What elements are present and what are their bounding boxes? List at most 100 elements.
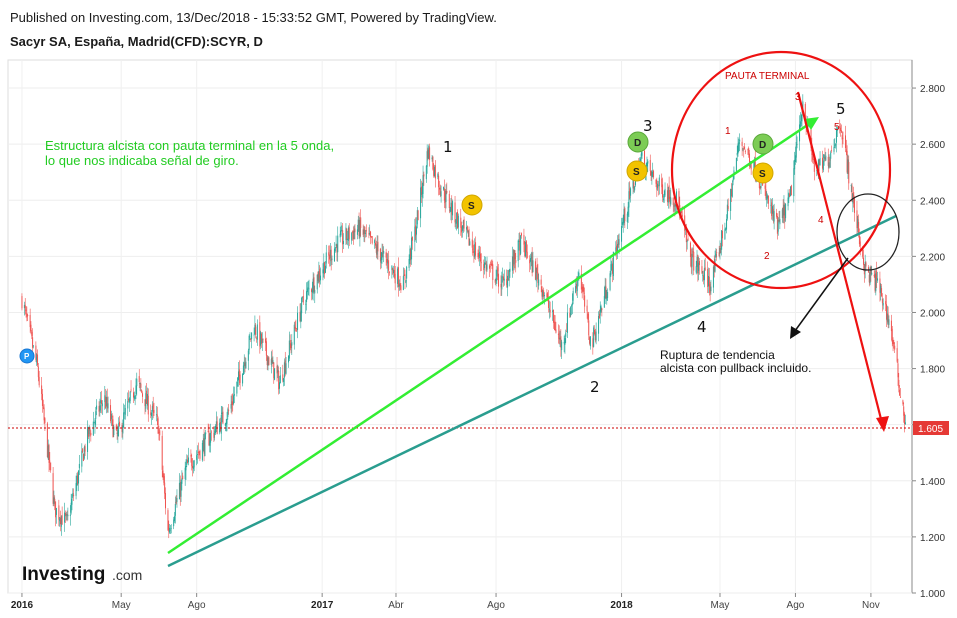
candle-down bbox=[190, 455, 192, 457]
candle-down bbox=[61, 515, 63, 525]
candle-up bbox=[434, 166, 436, 177]
candle-down bbox=[749, 153, 751, 167]
candle-down bbox=[605, 286, 607, 299]
candle-down bbox=[536, 265, 538, 273]
candle-up bbox=[342, 241, 344, 245]
candle-up bbox=[339, 233, 341, 238]
candle-up bbox=[520, 235, 522, 254]
candle-down bbox=[164, 492, 166, 509]
split-badge-3[interactable]: S bbox=[461, 194, 483, 216]
candle-up bbox=[337, 235, 339, 253]
candle-up bbox=[736, 152, 738, 156]
candle-down bbox=[818, 161, 820, 163]
candle-down bbox=[58, 505, 60, 520]
candle-down bbox=[116, 432, 118, 434]
candle-down bbox=[443, 188, 445, 201]
candle-up bbox=[876, 278, 878, 281]
candle-up bbox=[301, 297, 303, 314]
candle-up bbox=[726, 204, 728, 219]
candle-down bbox=[697, 254, 699, 274]
candle-up bbox=[450, 202, 452, 212]
candle-up bbox=[825, 155, 827, 161]
candle-up bbox=[676, 191, 678, 207]
candle-up bbox=[357, 219, 359, 230]
candle-down bbox=[812, 153, 814, 160]
candle-up bbox=[634, 186, 636, 191]
candle-down bbox=[758, 180, 760, 188]
candle-down bbox=[397, 267, 399, 287]
candle-down bbox=[434, 165, 436, 179]
candle-up bbox=[248, 335, 250, 351]
candle-up bbox=[484, 263, 486, 265]
candle-down bbox=[879, 278, 881, 293]
split-badge-2[interactable]: S bbox=[752, 162, 774, 184]
candle-down bbox=[162, 470, 164, 478]
x-tick-label: 2016 bbox=[11, 600, 34, 611]
candle-up bbox=[618, 239, 620, 245]
candle-down bbox=[199, 450, 201, 459]
candle-down bbox=[364, 226, 366, 234]
candle-down bbox=[876, 270, 878, 280]
p-badge-label: P bbox=[24, 352, 30, 361]
dividend-badge-2[interactable]: D bbox=[752, 133, 774, 155]
subwave-2-label: 2 bbox=[764, 251, 770, 262]
dividend-badge-1[interactable]: D bbox=[627, 131, 649, 153]
candle-up bbox=[306, 288, 308, 293]
candle-down bbox=[747, 149, 749, 151]
candle-down bbox=[668, 185, 670, 199]
candle-up bbox=[251, 332, 253, 340]
candle-up bbox=[174, 503, 176, 516]
candle-up bbox=[443, 186, 445, 190]
candle-down bbox=[29, 314, 31, 328]
candle-up bbox=[100, 400, 102, 404]
candle-down bbox=[348, 227, 350, 240]
candle-up bbox=[426, 151, 428, 167]
candle-down bbox=[365, 230, 367, 232]
candle-down bbox=[844, 135, 846, 149]
candle-down bbox=[483, 264, 485, 271]
candle-up bbox=[381, 252, 383, 260]
structure-annotation-line1: Estructura alcista con pauta terminal en… bbox=[45, 138, 334, 153]
candle-down bbox=[885, 301, 887, 305]
candle-up bbox=[117, 429, 119, 437]
candle-down bbox=[701, 266, 703, 274]
split-badge-1[interactable]: S bbox=[626, 160, 648, 182]
candle-down bbox=[708, 276, 710, 287]
candle-up bbox=[184, 467, 186, 480]
candle-down bbox=[121, 425, 123, 432]
candle-down bbox=[210, 431, 212, 433]
candle-up bbox=[835, 130, 837, 143]
teal-trend-line bbox=[167, 214, 897, 568]
candle-up bbox=[253, 334, 255, 336]
dividend-badge-label: D bbox=[634, 138, 641, 149]
candle-up bbox=[376, 244, 378, 255]
candle-down bbox=[30, 324, 32, 331]
candle-up bbox=[64, 512, 66, 523]
candle-up bbox=[886, 313, 888, 322]
candle-up bbox=[771, 206, 773, 214]
candle-down bbox=[330, 249, 332, 262]
candle-down bbox=[77, 474, 79, 484]
candle-down bbox=[744, 150, 746, 152]
candle-down bbox=[898, 379, 900, 388]
green-trend-line bbox=[167, 118, 816, 555]
candle-up bbox=[139, 383, 141, 384]
candle-up bbox=[226, 418, 228, 424]
candle-up bbox=[123, 412, 125, 414]
candle-down bbox=[90, 432, 92, 436]
candle-up bbox=[201, 442, 203, 461]
candle-down bbox=[208, 431, 210, 446]
candle-down bbox=[840, 130, 842, 133]
candle-down bbox=[624, 208, 626, 222]
candle-up bbox=[428, 145, 430, 159]
candle-up bbox=[242, 373, 244, 384]
candle-up bbox=[186, 459, 188, 465]
candle-up bbox=[725, 227, 727, 229]
candle-up bbox=[107, 403, 109, 409]
p-badge[interactable]: P bbox=[19, 348, 35, 364]
candle-up bbox=[707, 276, 709, 287]
structure-annotation-line2: lo que nos indicaba señal de giro. bbox=[45, 153, 239, 168]
candle-down bbox=[678, 191, 680, 208]
candle-up bbox=[552, 310, 554, 313]
